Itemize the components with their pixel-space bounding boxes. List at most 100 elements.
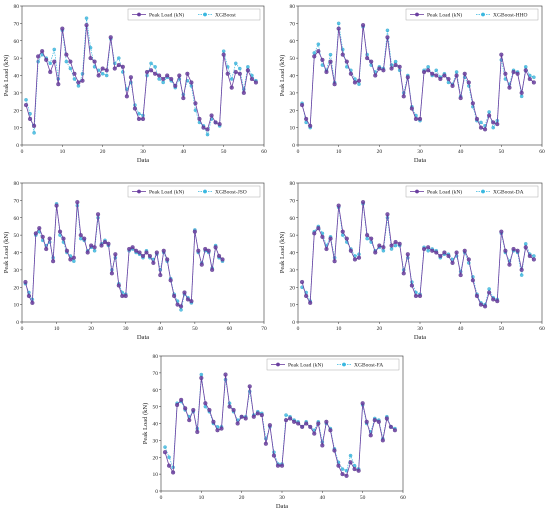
data-point-actual xyxy=(30,300,35,305)
y-tick-label: 70 xyxy=(290,21,296,27)
data-point-predicted xyxy=(519,273,524,277)
data-point-actual xyxy=(300,102,305,108)
data-point-actual xyxy=(377,66,382,71)
data-point-actual xyxy=(120,293,125,298)
data-point-actual xyxy=(397,64,402,69)
data-point-actual xyxy=(417,293,423,298)
data-point-actual xyxy=(108,35,113,40)
data-point-actual xyxy=(442,73,447,78)
data-point-predicted xyxy=(100,72,105,76)
data-point-actual xyxy=(40,49,45,54)
data-point-actual xyxy=(127,246,132,252)
data-point-actual xyxy=(373,73,378,78)
data-point-actual xyxy=(364,419,369,424)
data-point-actual xyxy=(78,233,83,238)
data-point-actual xyxy=(348,248,353,253)
data-point-actual xyxy=(340,472,345,477)
data-point-actual xyxy=(324,419,329,424)
data-point-actual xyxy=(503,71,508,76)
data-point-actual xyxy=(365,56,370,61)
data-point-actual xyxy=(344,473,349,478)
data-point-actual xyxy=(239,414,244,419)
data-point-predicted xyxy=(48,61,52,66)
data-point-actual xyxy=(165,73,170,78)
data-point-actual xyxy=(392,428,397,433)
data-point-actual xyxy=(56,82,61,87)
data-point-actual xyxy=(28,116,33,121)
data-point-actual xyxy=(161,248,166,253)
data-point-actual xyxy=(88,56,93,61)
y-tick-label: 80 xyxy=(14,4,20,10)
data-point-actual xyxy=(430,248,435,253)
data-point-actual xyxy=(458,273,463,278)
y-tick-label: 40 xyxy=(290,74,296,80)
y-tick-label: 0 xyxy=(292,143,295,149)
data-point-predicted xyxy=(348,453,353,458)
data-point-actual xyxy=(48,69,53,75)
legend-box xyxy=(405,8,539,21)
data-point-predicted xyxy=(491,125,495,130)
data-point-predicted xyxy=(137,111,141,116)
data-point-actual xyxy=(377,243,382,248)
legend-label: Peak Load (kN) xyxy=(149,189,184,196)
data-point-actual xyxy=(225,71,230,76)
data-point-actual xyxy=(430,71,435,76)
data-point-actual xyxy=(499,229,504,234)
data-point-actual xyxy=(213,245,218,250)
x-tick-label: 40 xyxy=(458,326,464,332)
data-point-actual xyxy=(348,71,353,76)
legend-swatch-marker xyxy=(415,12,419,17)
data-point-actual xyxy=(320,234,325,239)
data-point-predicted xyxy=(357,82,361,86)
data-point-actual xyxy=(405,75,410,80)
data-point-actual xyxy=(64,248,69,253)
legend-label: XGBoost-HHO xyxy=(493,13,528,19)
x-tick-label: 70 xyxy=(261,326,267,332)
data-point-actual xyxy=(161,76,166,82)
y-tick-label: 40 xyxy=(14,251,20,257)
legend-swatch-marker xyxy=(137,12,141,17)
data-point-predicted xyxy=(312,51,317,55)
x-tick-label: 10 xyxy=(199,495,205,501)
data-point-actual xyxy=(499,52,504,57)
data-point-predicted xyxy=(340,467,345,471)
data-point-actual xyxy=(60,26,65,31)
data-point-actual xyxy=(140,253,146,259)
data-point-actual xyxy=(213,120,218,125)
data-point-actual xyxy=(206,248,211,253)
data-point-actual xyxy=(109,271,114,276)
x-tick-label: 0 xyxy=(21,149,24,155)
data-point-actual xyxy=(409,283,414,288)
y-tick-label: 60 xyxy=(14,216,20,222)
legend-swatch-marker xyxy=(203,12,207,17)
y-tick-label: 50 xyxy=(290,233,296,239)
data-point-actual xyxy=(175,402,180,407)
data-point-actual xyxy=(434,73,439,78)
y-tick-label: 50 xyxy=(14,56,20,62)
x-tick-label: 50 xyxy=(499,149,505,155)
y-tick-label: 80 xyxy=(290,4,296,10)
legend-swatch-marker xyxy=(342,362,346,367)
legend: Peak Load (kN) XGBoost-DA xyxy=(405,185,539,198)
data-point-predicted xyxy=(246,65,250,69)
legend: Peak Load (kN) XGBoost-FA xyxy=(266,358,400,371)
x-tick-label: 40 xyxy=(458,149,464,155)
data-point-actual xyxy=(259,413,264,418)
data-point-actual xyxy=(72,71,77,76)
data-point-actual xyxy=(167,463,172,468)
y-tick-label: 20 xyxy=(14,108,20,114)
legend-swatch-marker xyxy=(481,12,485,17)
data-point-actual xyxy=(344,59,349,64)
data-point-actual xyxy=(144,250,149,255)
y-tick-label: 40 xyxy=(153,422,159,428)
data-point-actual xyxy=(144,69,150,75)
data-point-actual xyxy=(153,71,158,76)
x-axis-title: Data xyxy=(137,334,149,341)
data-point-actual xyxy=(182,290,187,295)
data-point-predicted xyxy=(104,73,109,78)
data-point-actual xyxy=(158,273,163,278)
data-point-predicted xyxy=(84,16,89,20)
data-point-actual xyxy=(312,431,317,436)
data-point-actual xyxy=(76,80,81,85)
data-point-actual xyxy=(217,122,222,127)
